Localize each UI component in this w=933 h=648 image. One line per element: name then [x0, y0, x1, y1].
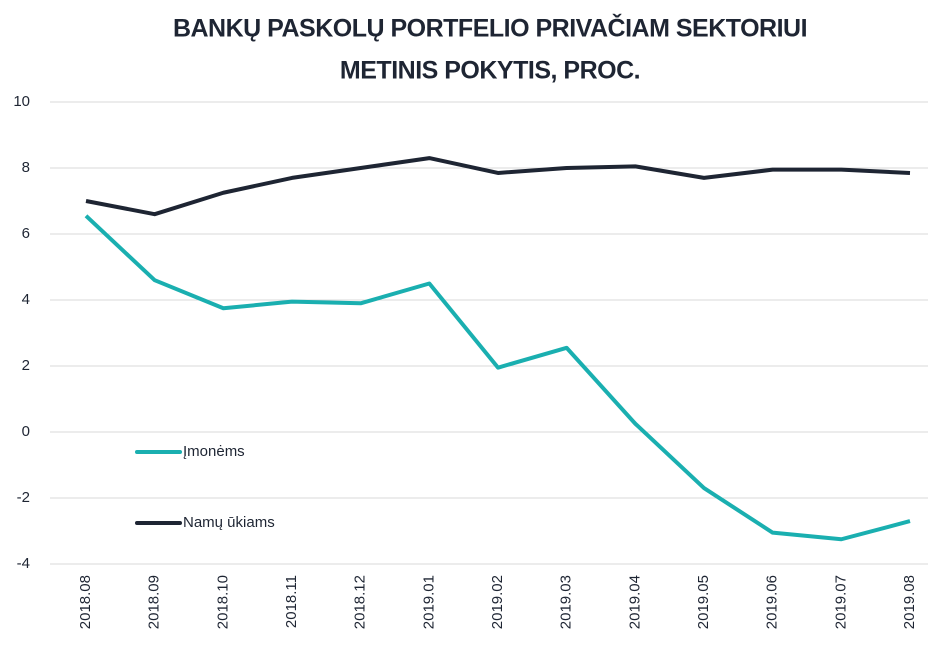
x-tick-label: 2019.06 [764, 575, 781, 629]
y-tick-label: 10 [13, 93, 30, 110]
y-tick-label: -2 [17, 489, 30, 506]
series-line [84, 214, 911, 542]
x-tick-label: 2018.08 [77, 575, 94, 629]
x-tick-label: 2018.12 [352, 575, 369, 629]
x-tick-label: 2019.01 [420, 575, 437, 629]
x-tick-label: 2018.11 [283, 575, 300, 628]
y-tick-label: 2 [22, 357, 30, 374]
x-tick-label: 2019.07 [832, 575, 849, 629]
y-tick-label: 4 [22, 291, 30, 308]
series-line [85, 156, 911, 217]
legend-label: Įmonėms [183, 443, 245, 460]
x-tick-label: 2019.08 [901, 575, 918, 629]
x-tick-label: 2019.02 [489, 575, 506, 629]
x-tick-label: 2018.10 [214, 575, 231, 629]
x-tick-label: 2019.03 [558, 575, 575, 629]
y-tick-label: -4 [17, 555, 30, 572]
y-tick-label: 0 [22, 423, 30, 440]
x-tick-label: 2019.04 [626, 575, 643, 629]
chart-title: METINIS POKYTIS, PROC. [340, 57, 640, 85]
y-tick-label: 8 [22, 159, 30, 176]
legend-label: Namų ūkiams [183, 514, 275, 531]
x-tick-label: 2018.09 [146, 575, 163, 629]
chart-title: BANKŲ PASKOLŲ PORTFELIO PRIVAČIAM SEKTOR… [173, 13, 807, 43]
x-tick-label: 2019.05 [695, 575, 712, 629]
y-tick-label: 6 [22, 225, 30, 242]
